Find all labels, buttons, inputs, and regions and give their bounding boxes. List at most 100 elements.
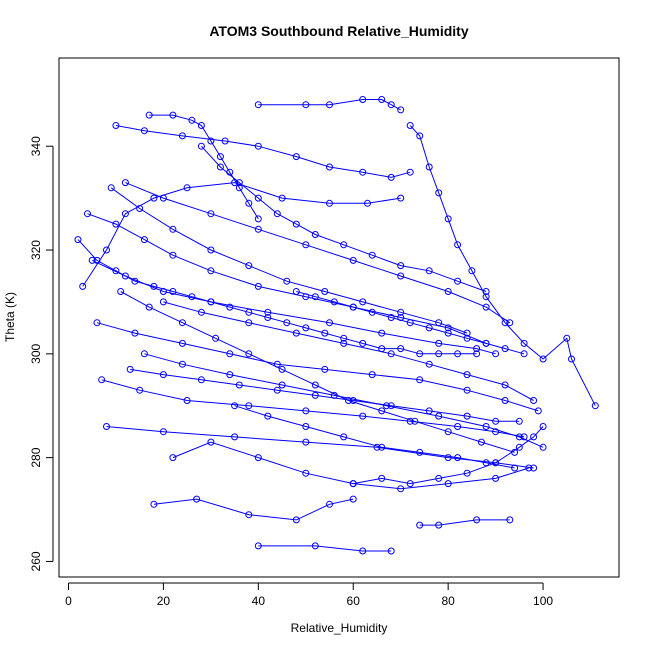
data-point: [140, 350, 148, 358]
series-group: [254, 542, 395, 555]
y-axis-label: Theta (K): [3, 292, 17, 342]
data-point: [140, 236, 148, 244]
data-point: [482, 288, 490, 295]
data-point: [359, 168, 367, 176]
series-line: [258, 545, 392, 552]
data-point: [121, 179, 129, 187]
data-point: [302, 407, 310, 415]
data-point: [463, 334, 471, 342]
data-point: [435, 412, 443, 420]
data-point: [501, 397, 509, 404]
data-point: [473, 350, 481, 358]
data-point: [406, 480, 414, 488]
data-point: [245, 308, 253, 316]
data-point: [454, 277, 462, 285]
data-point: [178, 319, 186, 327]
data-point: [207, 267, 215, 275]
x-tick-label: 20: [157, 594, 171, 608]
series-line: [234, 405, 515, 469]
data-point: [302, 469, 310, 477]
data-point: [520, 433, 528, 441]
series-group: [98, 376, 528, 441]
x-axis: 0 20 40 60 80 100: [65, 582, 553, 608]
data-point: [235, 184, 243, 192]
series-group: [126, 365, 523, 425]
data-point: [197, 376, 205, 384]
data-point: [349, 397, 357, 404]
series-line: [201, 145, 487, 292]
data-point: [188, 116, 196, 124]
data-point: [145, 303, 153, 311]
series-line: [296, 291, 525, 355]
data-point: [406, 417, 414, 425]
data-point: [368, 308, 376, 316]
series-line: [77, 239, 477, 355]
data-point: [387, 314, 395, 321]
data-point: [302, 324, 310, 332]
data-point: [406, 168, 414, 176]
data-point: [292, 288, 300, 295]
data-point: [126, 365, 134, 373]
data-point: [93, 256, 101, 264]
data-point: [254, 542, 262, 550]
data-point: [121, 210, 129, 218]
data-point: [311, 231, 319, 238]
data-point: [520, 339, 528, 347]
data-point: [79, 282, 87, 290]
data-point: [463, 371, 471, 379]
data-point: [444, 428, 452, 436]
x-tick-label: 80: [441, 594, 455, 608]
data-point: [435, 339, 443, 347]
data-point: [444, 454, 452, 462]
data-point: [93, 319, 101, 327]
data-point: [231, 402, 239, 410]
series-layer: [74, 96, 599, 555]
data-point: [321, 288, 329, 295]
data-point: [292, 220, 300, 228]
data-point: [406, 319, 414, 327]
series-group: [121, 179, 514, 327]
data-point: [278, 365, 286, 373]
data-point: [207, 137, 215, 145]
data-point: [273, 210, 281, 218]
data-point: [454, 454, 462, 462]
data-point: [397, 485, 405, 493]
data-point: [378, 329, 386, 337]
data-point: [359, 339, 367, 347]
data-point: [340, 241, 348, 249]
series-line: [149, 114, 259, 220]
data-point: [311, 293, 319, 301]
y-axis: 260 280 300 320 340: [29, 136, 54, 571]
data-point: [515, 433, 523, 441]
data-point: [568, 355, 575, 363]
data-point: [112, 267, 120, 275]
data-point: [397, 194, 405, 202]
data-point: [117, 288, 125, 295]
data-point: [131, 329, 139, 337]
y-tick-label: 280: [29, 447, 43, 467]
data-point: [387, 101, 395, 109]
data-point: [397, 272, 405, 280]
series-line: [153, 498, 354, 521]
data-point: [340, 334, 348, 342]
series-group: [254, 96, 405, 114]
data-point: [169, 454, 177, 462]
data-point: [254, 225, 262, 233]
data-point: [292, 153, 300, 161]
data-point: [492, 459, 500, 467]
data-point: [178, 360, 186, 368]
data-point: [340, 339, 348, 347]
data-point: [506, 319, 514, 327]
data-point: [221, 137, 229, 145]
data-point: [482, 293, 490, 301]
x-tick-label: 0: [65, 594, 72, 608]
data-point: [435, 319, 443, 327]
data-point: [444, 215, 452, 223]
data-point: [397, 345, 405, 353]
data-point: [515, 443, 523, 451]
data-point: [463, 469, 471, 477]
data-point: [506, 516, 514, 524]
data-point: [159, 428, 167, 436]
data-point: [107, 184, 115, 192]
data-point: [444, 329, 452, 337]
